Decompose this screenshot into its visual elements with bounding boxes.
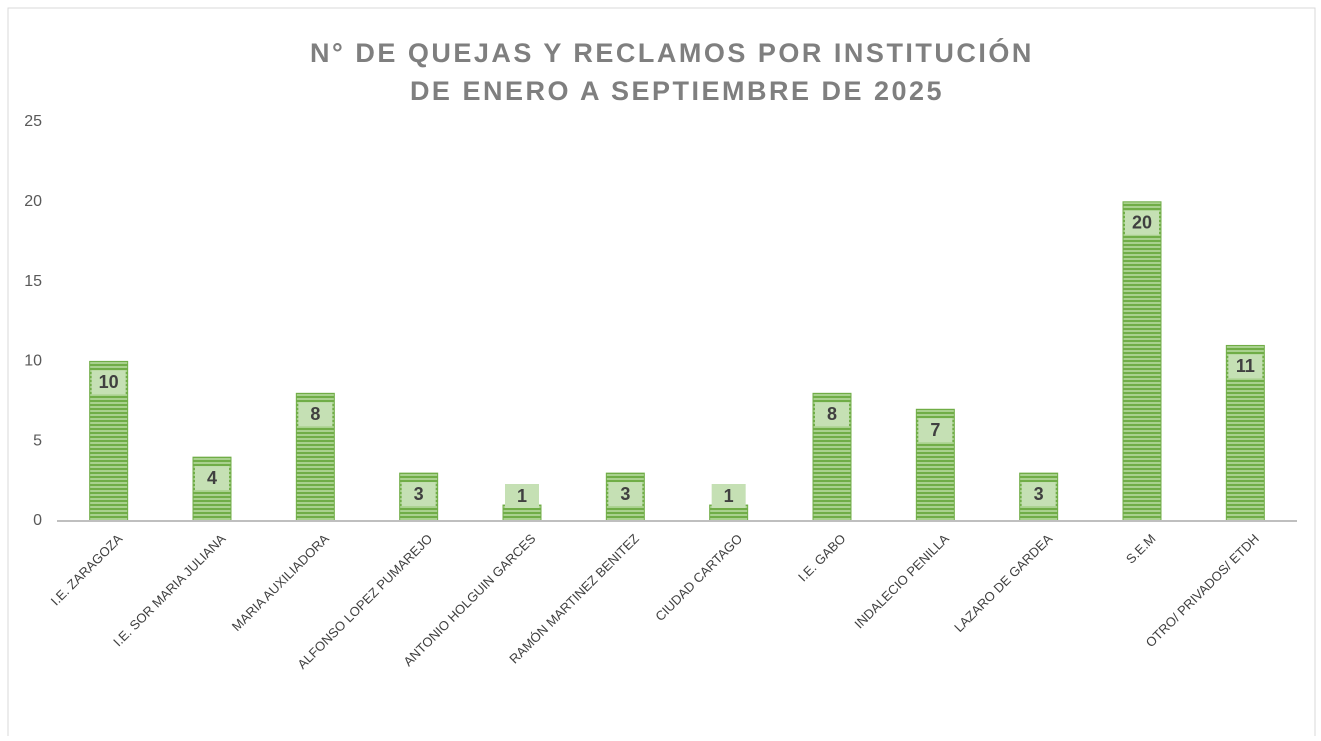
value-label: 8 bbox=[827, 404, 837, 424]
y-tick-label: 10 bbox=[24, 353, 42, 370]
value-label: 7 bbox=[930, 420, 940, 440]
value-label-box bbox=[298, 402, 333, 427]
value-label-box bbox=[711, 484, 746, 508]
value-label-box bbox=[195, 466, 229, 491]
value-label-box bbox=[91, 370, 126, 395]
value-label: 3 bbox=[1034, 484, 1044, 504]
value-label: 1 bbox=[724, 486, 734, 506]
y-tick-label: 20 bbox=[24, 193, 42, 210]
value-label-box bbox=[918, 418, 953, 443]
value-label: 3 bbox=[414, 484, 424, 504]
value-label-box bbox=[1021, 482, 1056, 507]
value-label: 11 bbox=[1236, 356, 1255, 376]
value-label-box bbox=[401, 482, 436, 507]
chart-frame bbox=[7, 7, 1316, 741]
value-label: 4 bbox=[207, 468, 217, 488]
value-label-box bbox=[1125, 210, 1159, 235]
value-label-box bbox=[1228, 354, 1263, 379]
y-tick-label: 0 bbox=[33, 512, 42, 529]
value-label-box bbox=[608, 482, 643, 507]
value-label: 3 bbox=[620, 484, 630, 504]
chart-title: N° DE QUEJAS Y RECLAMOS POR INSTITUCIÓN bbox=[310, 37, 1034, 68]
value-label: 1 bbox=[517, 486, 527, 506]
value-label: 8 bbox=[310, 404, 320, 424]
value-label: 10 bbox=[99, 372, 119, 392]
bar bbox=[1122, 201, 1162, 522]
value-label-box bbox=[505, 484, 539, 508]
y-tick-label: 25 bbox=[24, 113, 42, 130]
value-label: 20 bbox=[1132, 213, 1152, 233]
value-label-box bbox=[815, 402, 849, 427]
chart-title: DE ENERO A SEPTIEMBRE DE 2025 bbox=[410, 76, 944, 106]
y-tick-label: 5 bbox=[33, 432, 42, 449]
y-tick-label: 15 bbox=[24, 273, 42, 290]
